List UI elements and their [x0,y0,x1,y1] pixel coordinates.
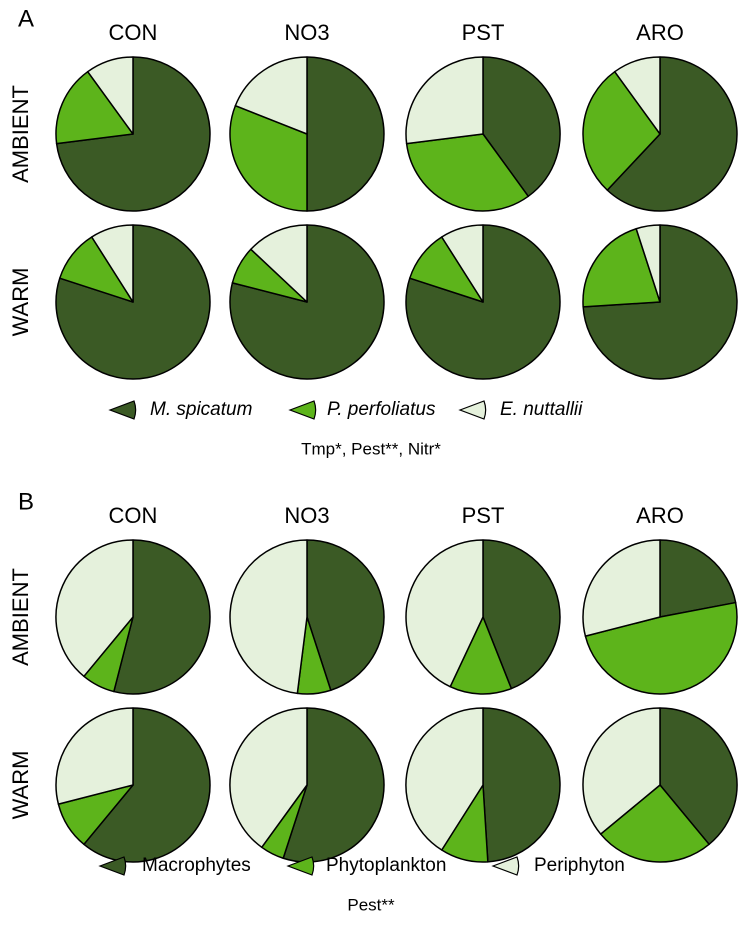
legend-swatch [491,856,520,876]
pie-slice [405,133,530,212]
row-label: WARM [8,751,33,820]
pie-slice [606,56,738,212]
column-label: NO3 [284,503,329,528]
pie-slice [482,539,561,690]
column-label: ARO [636,20,684,45]
legend-label: Phytoplankton [326,855,446,876]
pie-slice [584,601,738,695]
panel-label: A [18,5,34,32]
legend-label: M. spicatum [150,399,252,420]
pie-slice [405,56,484,145]
legend-swatch [458,400,487,420]
pie-slice [582,70,661,191]
pie-slice [482,707,561,863]
pie-slice [113,539,211,695]
column-label: ARO [636,503,684,528]
legend-swatch [288,400,317,420]
pie-slice [229,539,308,695]
legend-swatch [98,856,127,876]
pie-slice [90,224,134,303]
legend-swatch [108,400,137,420]
pie-slice [405,539,484,688]
column-label: PST [462,503,505,528]
pie-slice [659,707,738,846]
legend-label: Periphyton [534,855,625,876]
pie-slice [250,224,308,303]
row-label: WARM [8,268,33,337]
pie-slice [55,707,134,805]
pie-slice [449,616,513,695]
pie-slice [55,539,134,678]
pie-slice [440,224,484,303]
legend-label: P. perfoliatus [327,399,436,420]
pie-slice [582,539,661,637]
column-label: CON [109,20,158,45]
legend-swatch [286,856,315,876]
pie-slice [306,539,385,691]
row-label: AMBIENT [8,85,33,183]
pie-slice [229,707,308,849]
column-label: CON [109,503,158,528]
pie-slice [55,70,134,145]
note: Pest** [347,895,395,914]
pie-slice [635,224,661,303]
pie-slice [482,56,561,198]
column-label: PST [462,20,505,45]
pie-slice [234,56,308,135]
pie-slice [659,539,737,618]
row-label: AMBIENT [8,568,33,666]
pie-slice [405,707,484,851]
panel-label: B [18,488,34,515]
legend-label: Macrophytes [142,855,251,876]
pie-slice [229,104,308,212]
pie-slice [282,707,385,863]
column-label: NO3 [284,20,329,45]
pie-slice [86,56,134,135]
pie-slice [582,228,661,308]
pie-slice [613,56,661,135]
pie-slice [306,56,385,212]
note: Tmp*, Pest**, Nitr* [301,439,441,458]
pie-slice [599,784,710,863]
pie-slice [582,707,661,835]
legend-label: E. nuttallii [500,399,583,420]
